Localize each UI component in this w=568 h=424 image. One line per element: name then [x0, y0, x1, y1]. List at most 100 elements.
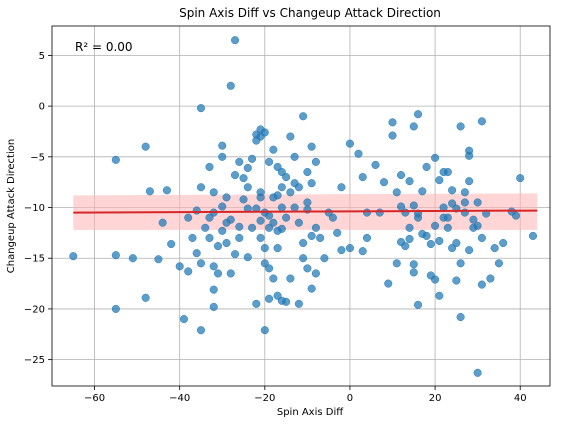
data-point [260, 326, 269, 335]
data-point [439, 213, 448, 222]
data-point [396, 202, 406, 211]
data-point [260, 128, 269, 137]
data-point [388, 118, 397, 127]
y-tick-label: −15 [24, 254, 45, 265]
data-point [256, 216, 265, 225]
data-point [460, 198, 469, 207]
data-point [452, 276, 461, 285]
data-point [265, 157, 274, 166]
data-point [414, 110, 423, 119]
data-point [282, 297, 291, 306]
data-point [435, 176, 444, 185]
data-point [388, 131, 397, 140]
data-point [311, 157, 320, 166]
data-point [192, 206, 201, 215]
data-point [460, 188, 469, 197]
data-point [256, 233, 265, 242]
data-point [286, 188, 295, 197]
data-point [320, 254, 329, 263]
data-point [405, 223, 414, 232]
data-point [192, 249, 201, 258]
data-point [409, 260, 418, 269]
y-tick-label: 0 [39, 102, 45, 113]
data-point [269, 193, 278, 202]
y-tick-label: −10 [24, 203, 45, 214]
data-point [158, 218, 167, 227]
data-point [409, 122, 418, 131]
data-point [230, 250, 240, 259]
data-point [269, 218, 278, 227]
data-point [248, 223, 257, 232]
data-point [362, 208, 372, 217]
data-point [222, 238, 231, 248]
data-point [405, 177, 414, 186]
data-point [277, 203, 286, 212]
data-point [265, 294, 274, 303]
data-point [303, 198, 312, 207]
data-point [311, 269, 320, 278]
data-point [499, 238, 508, 248]
data-point [418, 229, 427, 238]
data-point [431, 153, 440, 162]
data-point [516, 174, 525, 183]
data-point [345, 139, 354, 148]
x-tick-label: 20 [429, 393, 442, 404]
data-point [299, 112, 308, 121]
data-point [477, 233, 486, 242]
data-point [205, 213, 214, 222]
data-point [184, 267, 193, 276]
data-point [371, 160, 380, 169]
data-point [316, 233, 325, 242]
data-point [465, 177, 474, 186]
data-point [392, 188, 401, 197]
data-point [213, 269, 223, 278]
data-point [473, 221, 482, 230]
data-point [145, 187, 154, 196]
data-point [277, 183, 286, 192]
data-point [396, 171, 406, 180]
data-point [222, 193, 231, 202]
y-axis-label: Changeup Attack Direction [6, 139, 17, 273]
data-point [435, 291, 444, 300]
data-point [418, 187, 427, 196]
data-point [465, 151, 474, 160]
data-point [392, 259, 401, 268]
data-point [286, 274, 295, 283]
data-point [282, 173, 291, 182]
data-point [248, 154, 257, 163]
y-tick-label: 5 [39, 51, 45, 62]
data-point [448, 186, 457, 195]
x-tick-label: −20 [254, 393, 275, 404]
data-point [311, 223, 320, 232]
x-axis-label: Spin Axis Diff [277, 407, 344, 418]
data-point [303, 264, 312, 273]
data-point [209, 285, 218, 294]
data-point [294, 183, 303, 192]
data-point [235, 157, 244, 166]
data-point [328, 213, 337, 222]
data-point [456, 312, 465, 322]
y-axis-ticks: 5 0 −5 −10 −15 −20 −25 [24, 51, 52, 366]
data-point [188, 233, 197, 242]
data-point [218, 202, 227, 211]
data-point [528, 231, 538, 240]
regression-line-layer [73, 209, 538, 214]
data-point [273, 226, 282, 235]
data-point [256, 193, 265, 202]
data-point [286, 132, 295, 141]
data-point [456, 259, 465, 268]
data-point [265, 264, 274, 273]
data-point [196, 326, 206, 335]
data-point [218, 152, 227, 161]
data-point [494, 259, 503, 268]
data-point [141, 293, 150, 302]
data-point [201, 223, 210, 232]
data-point [218, 226, 227, 235]
data-point [486, 274, 495, 283]
data-point [196, 104, 206, 113]
data-point [230, 36, 240, 45]
data-point [307, 142, 316, 151]
y-tick-label: −25 [24, 355, 45, 366]
plot-frame [51, 25, 551, 387]
data-point [307, 284, 316, 293]
